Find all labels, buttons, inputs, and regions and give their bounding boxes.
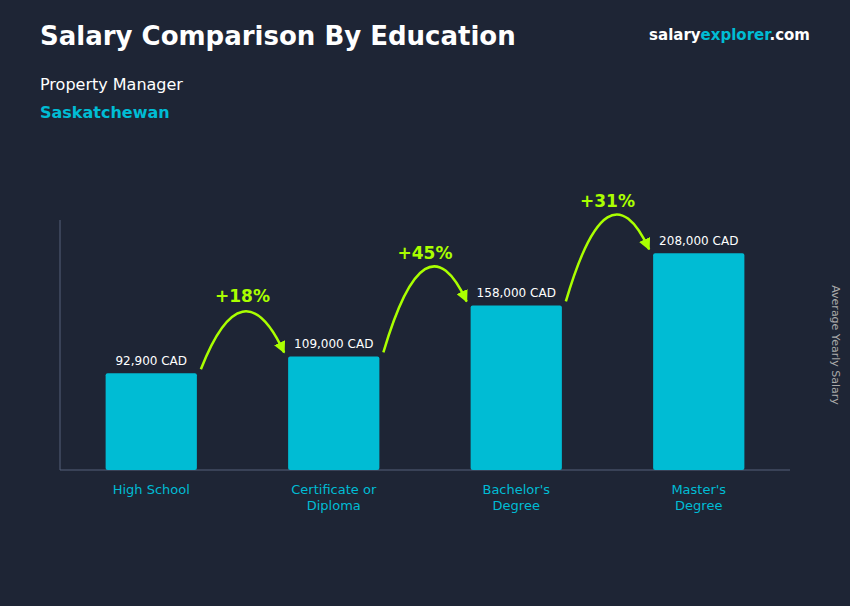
category-label: High School <box>113 482 190 497</box>
category-label-line: High School <box>113 482 190 497</box>
change-label: +18% <box>215 286 270 306</box>
change-arrow <box>201 311 284 369</box>
title: Salary Comparison By Education <box>40 21 516 51</box>
location: Saskatchewan <box>40 103 170 122</box>
category-label-line: Diploma <box>307 498 361 513</box>
data-label: 109,000 CAD <box>294 337 373 351</box>
bar <box>471 305 562 470</box>
bars <box>106 253 745 470</box>
bar <box>653 253 744 470</box>
data-label: 158,000 CAD <box>477 286 556 300</box>
category-label-line: Master's <box>671 482 726 497</box>
chart: Salary Comparison By Education Property M… <box>0 0 850 606</box>
category-label: Certificate orDiploma <box>291 482 377 513</box>
brand-part: salary <box>649 26 701 44</box>
brand-part: explorer <box>701 26 773 44</box>
change-label: +45% <box>398 243 453 263</box>
category-label-line: Degree <box>675 498 722 513</box>
bar <box>106 373 197 470</box>
background <box>0 0 850 606</box>
category-label-line: Degree <box>493 498 540 513</box>
bar <box>288 356 379 470</box>
data-label: 92,900 CAD <box>115 354 187 368</box>
change-label: +31% <box>580 191 635 211</box>
category-label-line: Bachelor's <box>482 482 550 497</box>
change-arrow <box>566 214 649 301</box>
category-label: Master'sDegree <box>671 482 726 513</box>
data-label: 208,000 CAD <box>659 234 738 248</box>
subtitle: Property Manager <box>40 75 183 94</box>
category-label-line: Certificate or <box>291 482 377 497</box>
category-label: Bachelor'sDegree <box>482 482 550 513</box>
change-arrow <box>383 266 466 352</box>
y-axis-line <box>60 220 61 470</box>
brand: salaryexplorer.com <box>649 26 810 44</box>
y-axis-label: Average Yearly Salary <box>829 285 842 405</box>
brand-part: .com <box>769 26 810 44</box>
